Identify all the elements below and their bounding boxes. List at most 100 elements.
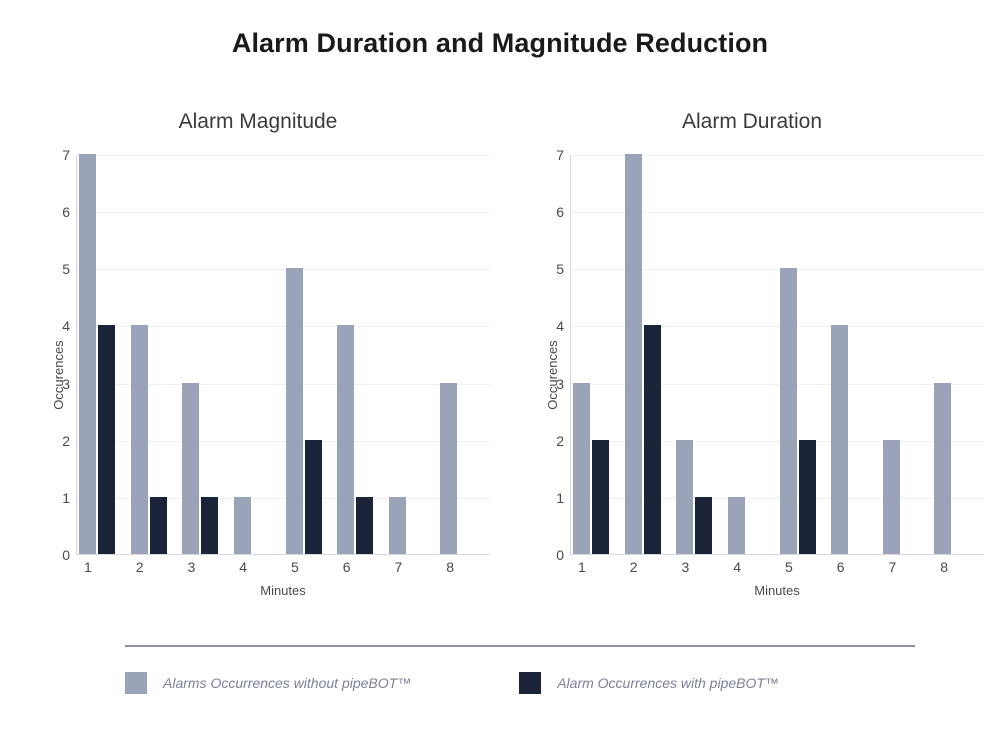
bar[interactable]: [130, 325, 148, 554]
x-axis-label-right: Minutes: [754, 583, 800, 598]
legend-item[interactable]: Alarm Occurrences with pipeBOT™: [519, 672, 779, 694]
y-tick-label: 0: [62, 547, 70, 563]
bar[interactable]: [624, 154, 642, 554]
legend-label: Alarm Occurrences with pipeBOT™: [557, 675, 779, 691]
x-tick-label: 1: [84, 559, 92, 575]
bar-group: [623, 154, 675, 554]
x-tick-label: 7: [394, 559, 403, 575]
gridline: [77, 155, 490, 156]
y-tick-label: 5: [62, 261, 70, 278]
legend-swatch-dark: [519, 672, 542, 694]
y-tick-label: 1: [62, 489, 70, 506]
bar[interactable]: [182, 382, 200, 554]
x-axis-ticks-left: 1 2 3 4 5 6 7 8: [76, 559, 490, 581]
y-tick-label: 1: [556, 489, 564, 506]
legend-item[interactable]: Alarms Occurrences without pipeBOT™: [125, 672, 411, 694]
bar[interactable]: [643, 325, 661, 554]
bar[interactable]: [831, 325, 849, 554]
bar[interactable]: [149, 496, 167, 554]
y-tick-label: 3: [556, 375, 564, 392]
x-tick-label: 1: [578, 559, 586, 575]
y-tick-label: 2: [62, 432, 70, 449]
bar[interactable]: [573, 382, 590, 554]
y-tick-label: 2: [556, 432, 564, 449]
x-tick-label: 2: [629, 559, 638, 575]
bar-groups-left: [77, 154, 490, 554]
bar-group: [726, 155, 778, 554]
bar[interactable]: [592, 439, 609, 554]
bar-group: [829, 155, 881, 554]
page-title: Alarm Duration and Magnitude Reduction: [231, 28, 769, 58]
bar-group: [778, 155, 830, 554]
bar-group: [180, 155, 232, 554]
bar[interactable]: [798, 439, 816, 554]
bar[interactable]: [934, 382, 952, 554]
legend-divider: [125, 645, 915, 647]
gridline: [77, 497, 490, 499]
gridline: [571, 212, 984, 214]
bar[interactable]: [233, 496, 251, 554]
y-tick-label: 6: [556, 204, 564, 221]
x-tick-label: 7: [888, 559, 897, 575]
gridline: [571, 269, 984, 271]
y-tick-label: 4: [556, 318, 564, 335]
x-tick-label: 5: [291, 559, 299, 575]
legend-swatch-light: [125, 672, 147, 694]
bar[interactable]: [779, 268, 797, 554]
y-axis-ticks-right: 0 1 2 3 4 5 6 7: [538, 148, 564, 562]
gridline: [571, 383, 984, 385]
legend-label: Alarms Occurrences without pipeBOT™: [163, 675, 412, 691]
chart-title-right: Alarm Duration: [681, 110, 823, 133]
bar-group: [387, 155, 439, 554]
chart-legend: Alarms Occurrences without pipeBOT™ Alarm…: [125, 668, 915, 698]
bar[interactable]: [98, 325, 115, 554]
x-axis-ticks-right: 1 2 3 4 5 6 7 8: [570, 559, 984, 581]
y-tick-label: 7: [62, 147, 70, 163]
y-axis-ticks-left: 0 1 2 3 4 5 6 7: [44, 148, 70, 562]
plot-canvas-left: [76, 154, 490, 555]
bar-group: [438, 155, 490, 554]
chart-title-left: Alarm Magnitude: [178, 110, 338, 133]
bar-group: [129, 155, 181, 554]
y-tick-label: 4: [62, 318, 70, 335]
gridline: [571, 497, 984, 499]
bar[interactable]: [388, 496, 406, 554]
bar[interactable]: [285, 268, 303, 554]
bar[interactable]: [304, 439, 322, 554]
x-tick-label: 3: [681, 559, 690, 575]
bar-group: [881, 155, 933, 554]
x-tick-label: 4: [239, 559, 248, 575]
bar-group: [284, 155, 336, 554]
y-tick-label: 5: [556, 261, 564, 278]
bar[interactable]: [201, 496, 219, 554]
gridline: [571, 326, 984, 328]
x-tick-label: 6: [342, 559, 351, 575]
bar-group: [674, 155, 726, 554]
x-axis-label-left: Minutes: [260, 583, 306, 598]
bar[interactable]: [79, 154, 96, 554]
bar[interactable]: [356, 496, 374, 554]
gridline: [77, 383, 490, 385]
y-tick-label: 3: [62, 375, 70, 392]
bar[interactable]: [337, 325, 355, 554]
bar[interactable]: [676, 439, 694, 554]
bar-groups-right: [571, 154, 984, 554]
gridline: [77, 326, 490, 328]
gridline: [571, 440, 984, 442]
x-tick-label: 2: [135, 559, 144, 575]
x-tick-label: 5: [785, 559, 793, 575]
bar[interactable]: [727, 496, 745, 554]
bar[interactable]: [440, 382, 458, 554]
bar-group: [232, 155, 284, 554]
x-tick-label: 3: [187, 559, 196, 575]
y-tick-label: 0: [556, 547, 564, 563]
gridline: [77, 440, 490, 442]
bar[interactable]: [882, 439, 900, 554]
bar-group: [77, 154, 129, 554]
bar[interactable]: [695, 496, 713, 554]
